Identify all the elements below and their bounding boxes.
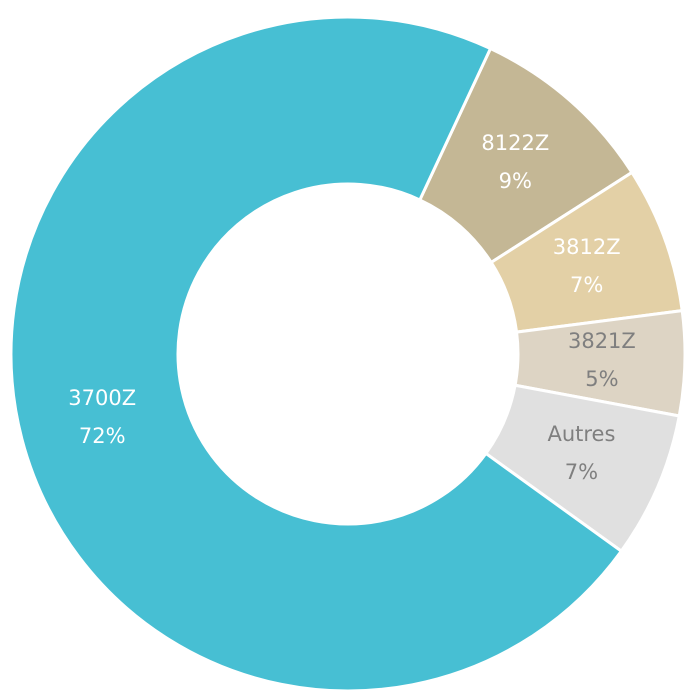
donut-slice bbox=[9, 15, 624, 691]
slice-category-label: 3821Z bbox=[568, 329, 636, 353]
slice-category-label: Autres bbox=[547, 422, 615, 446]
slice-value-label: 7% bbox=[565, 460, 598, 484]
slice-category-label: 3812Z bbox=[553, 235, 621, 259]
slice-value-label: 72% bbox=[79, 424, 126, 448]
slice-category-label: 8122Z bbox=[481, 131, 549, 155]
slice-value-label: 5% bbox=[585, 367, 618, 391]
slice-value-label: 7% bbox=[570, 273, 603, 297]
slice-value-label: 9% bbox=[499, 169, 532, 193]
slice-category-label: 3700Z bbox=[68, 386, 136, 410]
